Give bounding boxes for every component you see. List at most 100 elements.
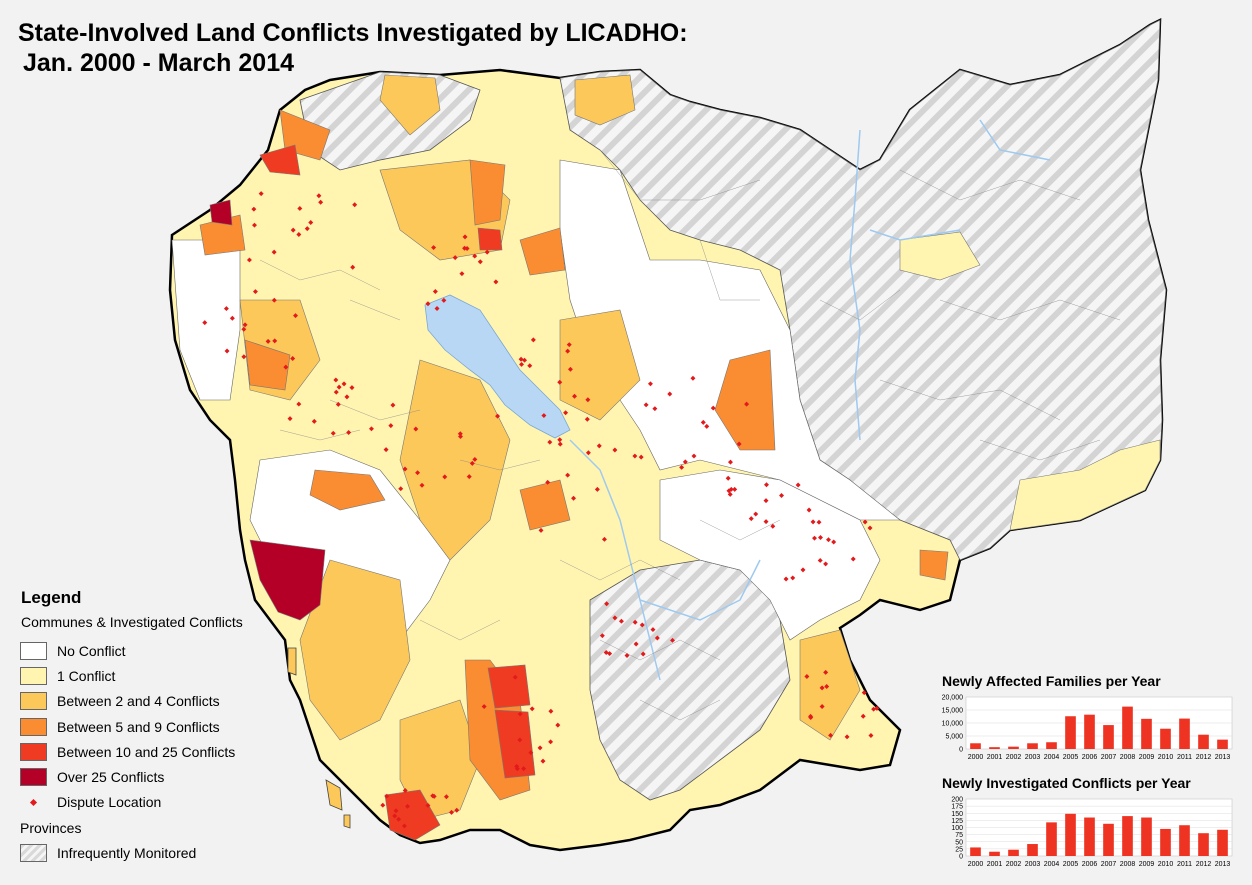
dispute-dot [346,430,352,435]
legend-provinces-row: Provinces [20,815,280,840]
dispute-dot [388,423,394,429]
hatched-north-province [559,19,1167,561]
x-tick-label: 2007 [1101,861,1117,868]
dispute-dot [868,733,874,738]
dispute-dot [862,519,868,525]
dispute-dot [368,426,374,432]
y-tick-label: 200 [951,797,963,804]
dispute-dot [528,750,534,756]
dispute-dot [304,226,310,232]
dispute-dot [318,199,324,205]
y-tick-label: 75 [955,832,963,839]
dispute-dot [790,575,796,581]
dispute-dot [330,430,336,436]
families-chart-title: Newly Affected Families per Year [942,673,1161,689]
dispute-dot [493,279,499,285]
x-tick-label: 2009 [1139,754,1155,761]
bar [1084,817,1095,856]
x-tick-label: 2013 [1215,754,1231,761]
dispute-dot [419,482,425,488]
dispute-dot [654,635,660,641]
x-tick-label: 2000 [968,754,984,761]
families-chart: Newly Affected Families per Year 0 5,000 1… [932,673,1237,763]
dispute-dot [538,527,544,533]
dispute-dot [290,356,296,361]
dispute-dot [519,361,525,367]
dispute-dot [316,193,322,199]
legend-monitored-row: Infrequently Monitored [20,840,280,865]
legend-subheading: Communes & Investigated Conflicts [21,614,243,630]
bar [1008,746,1019,749]
southeast-white-region [659,469,881,641]
x-tick-label: 2000 [968,861,984,868]
y-tick-label: 125 [951,818,963,825]
dispute-dot [783,576,789,582]
dispute-dot [548,708,554,714]
y-tick-label: 10,000 [942,721,964,728]
legend-provinces-label: Provinces [20,819,82,836]
conflicts-chart-title: Newly Investigated Conflicts per Year [942,775,1191,791]
dispute-dot [336,384,342,390]
dispute-dot [652,406,658,412]
east-yellow-strip [1009,439,1161,531]
bar [1027,844,1038,856]
dispute-dot [612,447,618,453]
dispute-dot [867,525,873,531]
dispute-dot [459,271,465,277]
title-line-1: State-Involved Land Conflicts Investigat… [18,19,688,47]
legend-item: Between 5 and 9 Conflicts [20,714,280,739]
dispute-dot [725,475,731,481]
dispute-dot [512,674,518,680]
dispute-dot [258,191,264,197]
x-tick-label: 2003 [1025,861,1041,868]
dispute-dot [624,652,630,658]
dispute-dot [567,366,573,372]
map-title: State-Involved Land Conflicts Investigat… [18,18,688,78]
legend-item: No Conflict [20,638,280,663]
bar [1217,829,1228,856]
legend-swatch [20,768,47,787]
dispute-dot [691,453,697,459]
dispute-dot [565,472,571,478]
dispute-dot [826,537,831,543]
dispute-dot [452,255,458,261]
dispute-dot [640,651,646,657]
dispute-dot [818,535,823,540]
dispute-dot [296,232,302,237]
dispute-dot [311,418,317,424]
dispute-dot [398,486,404,492]
dispute-dot [572,393,578,399]
dispute-dot [700,419,706,425]
legend-heading: Legend [21,588,82,607]
dispute-dot [425,802,431,808]
dispute-dot [333,389,339,395]
bar [1217,739,1228,749]
dispute-dot [517,711,523,717]
dispute-dot [413,426,419,432]
dispute-dot [764,482,769,488]
y-tick-label: 0 [959,747,963,754]
y-tick-label: 50 [955,839,963,846]
legend-swatch [20,742,47,761]
legend-dispute-label: Dispute Location [57,794,162,811]
families-chart-svg: 0 5,000 10,000 15,000 20,000 2000 2001 2002 2003… [942,695,1233,761]
dispute-dot [728,486,734,492]
legend-items: No Conflict 1 Conflict Between 2 and 4 Con… [20,638,280,790]
dispute-dot [548,739,554,745]
x-tick-label: 2006 [1082,861,1098,868]
dispute-dot [472,253,478,259]
dispute-dot [341,381,347,387]
dispute-dot [557,441,563,447]
dispute-dot [434,306,440,311]
dispute-dot [727,491,733,497]
legend-swatch [20,666,47,685]
dispute-dot [732,486,738,492]
dispute-locations [202,191,880,829]
dispute-dot [632,619,638,625]
dispute-dot [824,684,830,689]
dispute-dot [349,385,355,391]
region-2-4-se [799,629,861,741]
x-tick-label: 2001 [987,861,1003,868]
dispute-dot [521,766,527,772]
legend: Legend Communes & Investigated Conflicts… [20,588,280,866]
